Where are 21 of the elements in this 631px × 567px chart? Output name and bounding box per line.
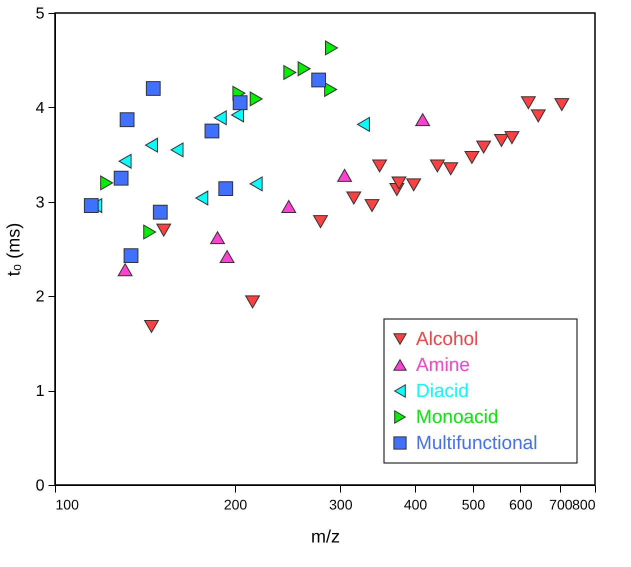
x-tick-label: 600	[509, 496, 533, 512]
y-tick-label: 2	[36, 288, 45, 306]
legend-label: Monoacid	[416, 407, 498, 428]
y-tick-label: 5	[36, 6, 45, 22]
y-tick-label: 1	[36, 383, 45, 400]
y-axis-title: t₀ (ms)	[4, 222, 24, 276]
x-tick-label: 700	[549, 496, 573, 512]
y-tick-label: 3	[36, 194, 45, 212]
y-tick-label: 0	[36, 478, 45, 494]
y-tick-label: 4	[36, 100, 45, 117]
legend-label: Amine	[416, 355, 470, 376]
x-axis-title: m/z	[311, 526, 340, 546]
legend-label: Alcohol	[416, 329, 478, 350]
x-tick-label: 300	[329, 496, 353, 512]
x-tick-label: 400	[404, 496, 428, 512]
x-tick-label: 100	[56, 496, 80, 512]
legend-label: Diacid	[416, 381, 469, 402]
x-tick-label: 500	[462, 496, 486, 512]
x-tick-label: 800	[572, 496, 596, 512]
legend-label: Multifunctional	[416, 433, 538, 454]
x-tick-label: 200	[224, 496, 248, 512]
